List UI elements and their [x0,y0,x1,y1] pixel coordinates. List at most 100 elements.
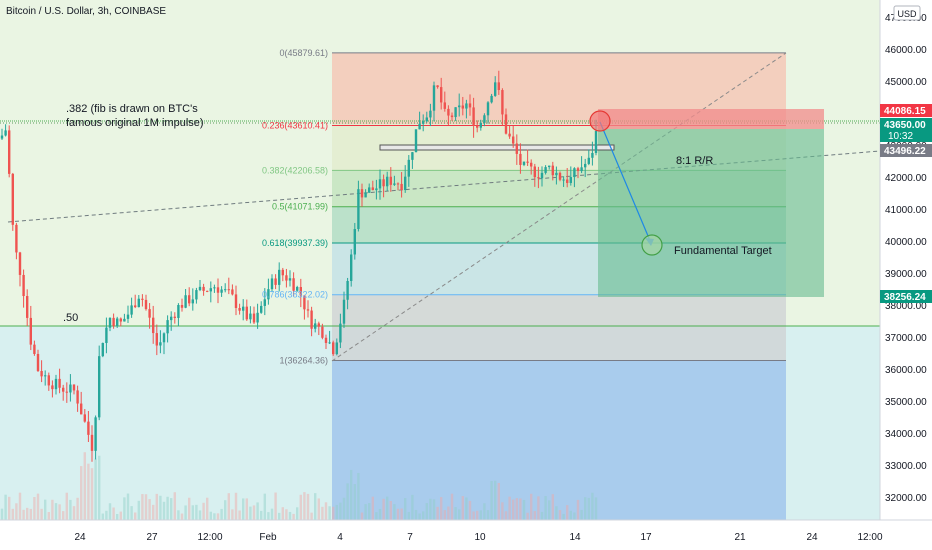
candle-body [76,390,79,404]
volume-bar [166,496,169,520]
candle-body [130,305,133,315]
volume-bar [548,500,551,520]
volume-bar [368,503,371,520]
candle-body [112,317,115,326]
candle-body [180,304,184,308]
candle-body [54,378,58,390]
candle-body [548,165,551,168]
volume-bar [389,501,392,520]
volume-bar [206,497,209,520]
volume-bar [76,497,79,520]
volume-bar [584,497,587,520]
volume-bar [432,499,436,520]
candle-body [544,167,547,173]
candle-body [278,269,281,285]
candle-body [177,304,180,318]
candle-body [11,173,14,225]
candle-body [126,314,130,319]
volume-bar [209,511,212,520]
volume-bar [159,495,162,520]
candle-body [245,306,248,320]
volume-bar [141,494,144,520]
candle-body [350,254,353,281]
candle-body [288,278,292,281]
candle-body [411,152,414,160]
volume-bar [342,497,346,520]
volume-bar [137,500,140,520]
volume-bar [375,512,378,520]
volume-bar [501,502,504,520]
trendline-fib-diagonal [331,52,787,362]
volume-bar [303,492,306,520]
volume-bar [8,496,11,520]
candle-body [389,176,392,185]
y-tick-label: 35000.00 [885,397,927,408]
volume-bar [296,507,299,520]
entry-circle[interactable] [589,110,611,132]
candle-body [306,309,310,311]
candle-body [33,344,36,354]
candle-body [468,103,472,108]
volume-bar [497,482,500,520]
candle-body [324,337,328,343]
volume-bar [411,494,414,520]
candle-body [357,189,360,230]
fib-level-label: 0.382(42206.58) [262,165,328,175]
target-circle[interactable] [641,234,663,256]
candle-body [393,183,396,185]
candle-body [202,286,205,291]
candle-body [213,287,216,289]
volume-bar [51,499,54,520]
volume-bar [198,510,202,520]
candle-body [494,82,497,96]
volume-bar [11,508,14,520]
volume-bar [494,480,497,520]
y-tick-label: 41000.00 [885,205,927,216]
candle-body [0,135,4,139]
volume-bar [188,497,191,520]
candle-body [317,323,320,327]
volume-bar [310,512,313,520]
candle-body [414,129,418,153]
candle-body [83,414,86,422]
volume-bar [537,496,540,520]
y-tick-label: 46000.00 [885,45,927,56]
candle-body [18,252,22,275]
volume-bar [130,506,133,520]
candle-body [573,168,576,178]
candle-body [148,309,151,318]
volume-bar [468,500,472,520]
volume-bar [238,510,241,520]
volume-bar [281,507,284,520]
volume-bar [321,506,324,520]
x-tick-label: 14 [569,532,581,543]
candle-body [65,391,68,393]
resistance-box[interactable] [379,144,615,151]
candle-body [191,299,194,304]
volume-bar [263,493,266,520]
volume-bar [317,498,320,520]
volume-bar [555,506,558,520]
volume-bar [170,498,173,520]
time-axis [0,520,932,550]
volume-bar [29,508,32,520]
volume-bar [58,504,61,520]
fib-level-label: 0.5(41071.99) [272,202,328,212]
volume-bar [458,509,461,520]
volume-bar [515,498,518,520]
volume-bar [414,509,418,520]
candle-body [141,298,144,300]
fib-level-label: 0.786(38322.02) [262,290,328,300]
candle-body [436,85,439,88]
candle-body [310,310,313,329]
volume-bar [270,508,274,520]
currency-button[interactable]: USD [893,5,921,21]
short-position-tool[interactable] [598,109,824,297]
candle-body [267,289,270,300]
volume-bar [152,504,155,520]
candle-body [501,90,504,115]
candle-body [98,356,101,418]
y-tick-label: 32000.00 [885,493,927,504]
candle-body [256,312,259,323]
